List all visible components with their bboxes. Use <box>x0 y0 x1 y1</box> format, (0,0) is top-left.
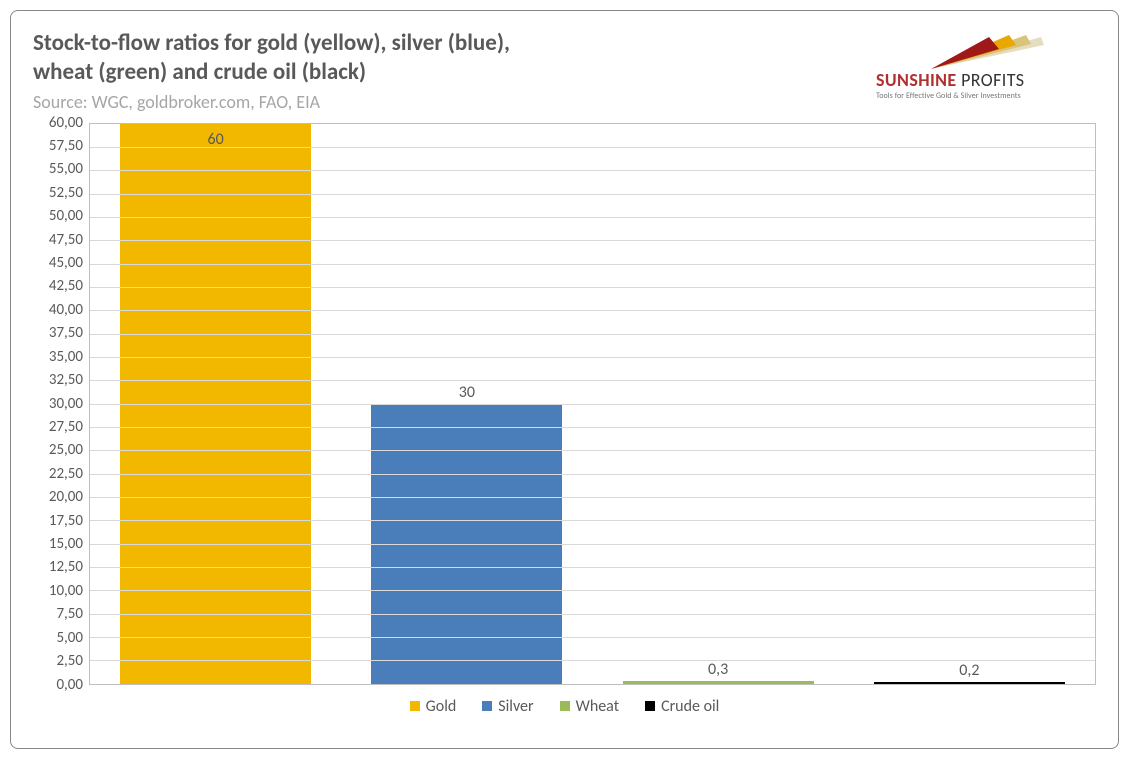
gridline <box>90 427 1095 428</box>
gridline <box>90 474 1095 475</box>
y-tick-label: 7,50 <box>56 605 83 623</box>
bar-crude-oil: 0,2 <box>874 682 1065 684</box>
gridline <box>90 334 1095 335</box>
legend-label: Gold <box>426 697 457 716</box>
title-block: Stock-to-flow ratios for gold (yellow), … <box>33 29 876 113</box>
logo-word1: SUNSHINE <box>876 69 957 91</box>
plot-area-wrap: 0,002,505,007,5010,0012,5015,0017,5020,0… <box>33 123 1096 685</box>
gridline <box>90 194 1095 195</box>
y-tick-label: 50,00 <box>49 207 83 225</box>
bar-wheat: 0,3 <box>623 681 814 684</box>
gridline <box>90 497 1095 498</box>
gridline <box>90 567 1095 568</box>
gridline <box>90 264 1095 265</box>
gridline <box>90 544 1095 545</box>
gridline <box>90 404 1095 405</box>
chart-container: Stock-to-flow ratios for gold (yellow), … <box>10 10 1119 749</box>
y-tick-label: 32,50 <box>49 371 83 389</box>
y-tick-label: 30,00 <box>49 395 83 413</box>
gridline <box>90 520 1095 521</box>
y-tick-label: 0,00 <box>56 676 83 694</box>
chart-title: Stock-to-flow ratios for gold (yellow), … <box>33 29 876 87</box>
y-tick-label: 5,00 <box>56 629 83 647</box>
y-tick-label: 20,00 <box>49 488 83 506</box>
legend-item-wheat: Wheat <box>560 697 619 716</box>
bar-value-label: 0,2 <box>959 661 979 680</box>
legend-item-gold: Gold <box>410 697 457 716</box>
gridline <box>90 287 1095 288</box>
y-tick-label: 35,00 <box>49 348 83 366</box>
gridline <box>90 637 1095 638</box>
y-tick-label: 57,50 <box>49 137 83 155</box>
gridline <box>90 450 1095 451</box>
y-tick-label: 37,50 <box>49 324 83 342</box>
legend-label: Crude oil <box>661 697 719 716</box>
chart-header: Stock-to-flow ratios for gold (yellow), … <box>33 29 1096 113</box>
legend-item-silver: Silver <box>482 697 533 716</box>
gridline <box>90 147 1095 148</box>
legend-swatch <box>410 701 420 711</box>
gridline <box>90 217 1095 218</box>
y-axis: 0,002,505,007,5010,0012,5015,0017,5020,0… <box>33 123 89 685</box>
bar-value-label: 30 <box>459 383 475 402</box>
gridline <box>90 240 1095 241</box>
legend-swatch <box>645 701 655 711</box>
y-tick-label: 27,50 <box>49 418 83 436</box>
legend-item-crude-oil: Crude oil <box>645 697 719 716</box>
y-tick-label: 60,00 <box>49 114 83 132</box>
y-tick-label: 22,50 <box>49 465 83 483</box>
y-tick-label: 47,50 <box>49 231 83 249</box>
y-tick-label: 17,50 <box>49 512 83 530</box>
gridline <box>90 590 1095 591</box>
y-tick-label: 42,50 <box>49 277 83 295</box>
gridline <box>90 380 1095 381</box>
bar-value-label: 60 <box>208 130 224 149</box>
y-tick-label: 12,50 <box>49 558 83 576</box>
y-tick-label: 52,50 <box>49 184 83 202</box>
y-tick-label: 2,50 <box>56 652 83 670</box>
legend-label: Silver <box>498 697 533 716</box>
y-tick-label: 10,00 <box>49 582 83 600</box>
y-tick-label: 25,00 <box>49 441 83 459</box>
y-tick-label: 55,00 <box>49 160 83 178</box>
legend-swatch <box>560 701 570 711</box>
y-tick-label: 40,00 <box>49 301 83 319</box>
plot-area: 60 30 0,3 0,2 <box>89 123 1096 685</box>
brand-logo: SUNSHINE PROFITS Tools for Effective Gol… <box>876 29 1096 101</box>
chart-subtitle: Source: WGC, goldbroker.com, FAO, EIA <box>33 91 876 113</box>
logo-brand-text: SUNSHINE PROFITS <box>876 69 1096 91</box>
logo-rays-icon <box>931 35 1041 69</box>
gridline <box>90 357 1095 358</box>
gridline <box>90 310 1095 311</box>
gridline <box>90 170 1095 171</box>
gridline <box>90 660 1095 661</box>
y-tick-label: 45,00 <box>49 254 83 272</box>
logo-word2: PROFITS <box>957 69 1025 91</box>
bar-value-label: 0,3 <box>708 660 728 679</box>
logo-tagline: Tools for Effective Gold & Silver Invest… <box>876 91 1096 101</box>
y-tick-label: 15,00 <box>49 535 83 553</box>
legend-label: Wheat <box>576 697 619 716</box>
legend-swatch <box>482 701 492 711</box>
gridline <box>90 614 1095 615</box>
legend: Gold Silver Wheat Crude oil <box>33 697 1096 716</box>
